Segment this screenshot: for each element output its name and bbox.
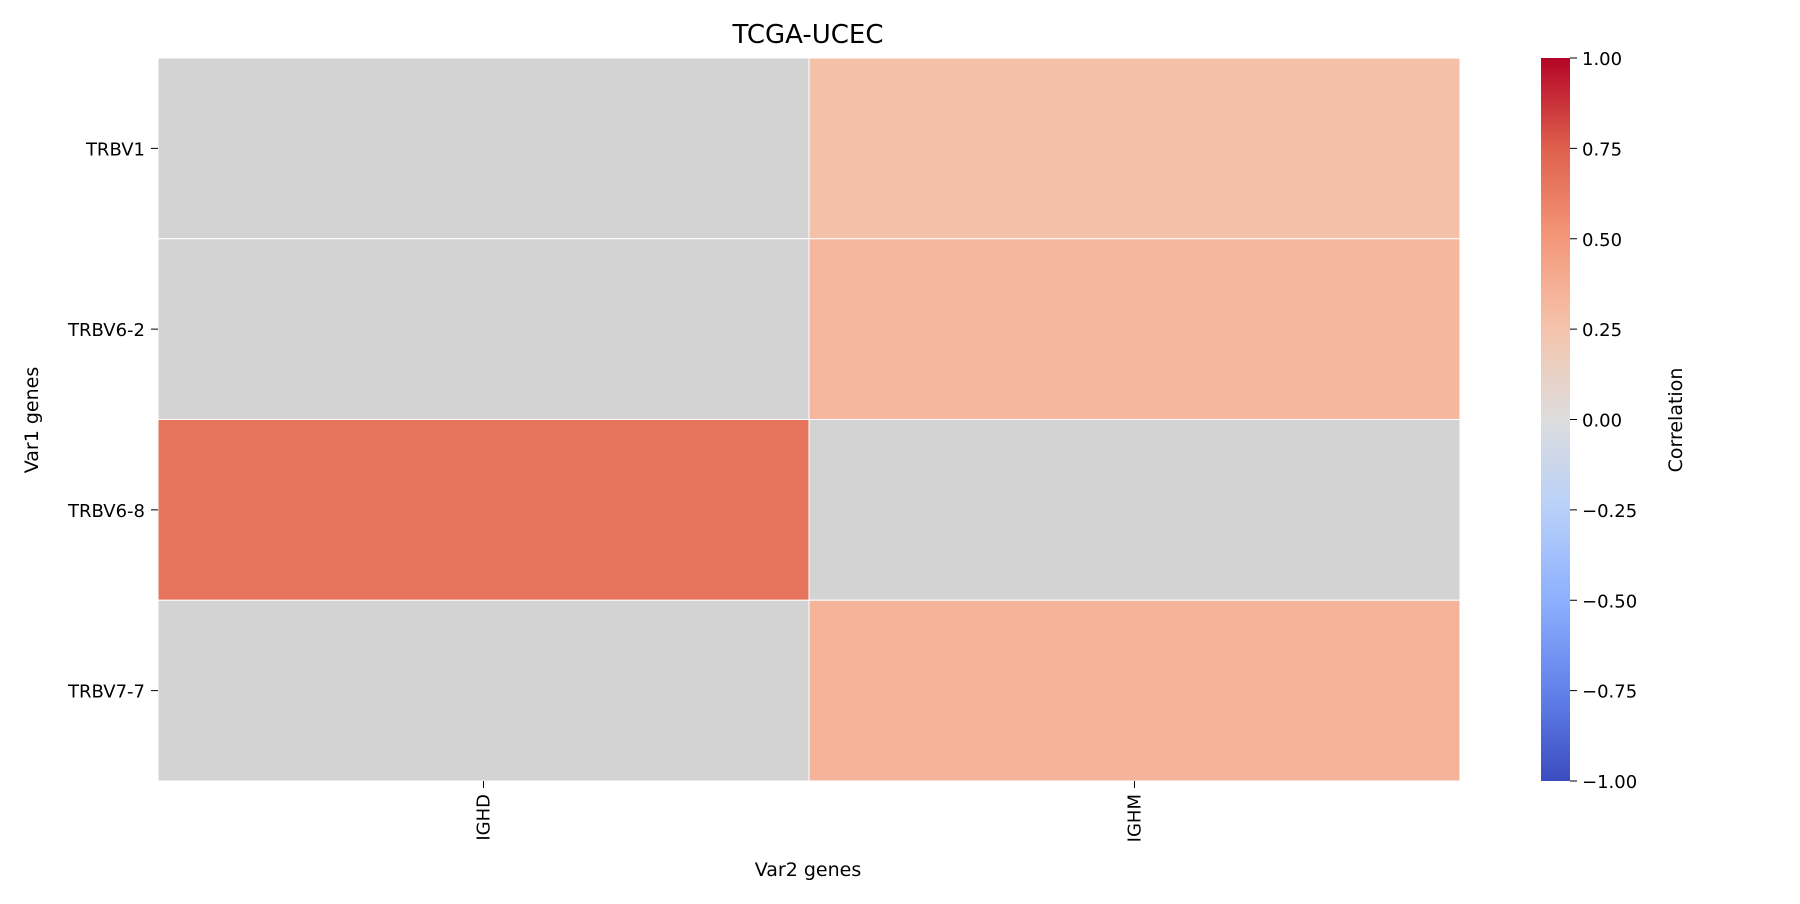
x-axis-label: Var2 genes: [755, 859, 862, 881]
y-tick-label: TRBV7-7: [67, 682, 145, 703]
x-axis: IGHD IGHM: [474, 781, 1146, 842]
heatmap-cell-TRBV1-IGHM: [808, 57, 1461, 240]
heatmap-cell-TRBV1-IGHD: [157, 57, 810, 240]
colorbar-label: Correlation: [1665, 368, 1687, 473]
y-tick-label: TRBV6-8: [67, 501, 145, 522]
y-tick-label: TRBV1: [85, 139, 145, 160]
heatmap-cell-TRBV6-8-IGHD: [157, 419, 810, 601]
colorbar-tick-label: 0.25: [1582, 320, 1622, 341]
heatmap-cell-TRBV7-7-IGHD: [157, 599, 810, 782]
chart-title: TCGA-UCEC: [731, 20, 883, 50]
colorbar-tick-label: −0.50: [1582, 591, 1637, 612]
colorbar: [1541, 58, 1570, 781]
heatmap-cell-TRBV7-7-IGHM: [808, 599, 1461, 782]
colorbar-tick-label: 0.50: [1582, 230, 1622, 251]
colorbar-tick-label: 0.75: [1582, 139, 1622, 160]
heatmap-cell-TRBV6-8-IGHM: [808, 419, 1461, 601]
heatmap-cell-TRBV6-2-IGHD: [157, 238, 810, 420]
colorbar-tick-label: −1.00: [1582, 772, 1637, 793]
x-tick-label: IGHD: [474, 794, 495, 841]
y-axis-label: Var1 genes: [21, 367, 43, 474]
colorbar-tick-label: 1.00: [1582, 49, 1622, 70]
colorbar-ticks: 1.00 0.75 0.50 0.25 0.00 −0.25 −0.50 −0.75 −1.00: [1570, 49, 1637, 793]
x-tick-label: IGHM: [1125, 794, 1146, 842]
heatmap-cell-TRBV6-2-IGHM: [808, 238, 1461, 420]
colorbar-tick-label: 0.00: [1582, 411, 1622, 432]
colorbar-tick-label: −0.75: [1582, 682, 1637, 703]
y-axis: TRBV1 TRBV6-2 TRBV6-8 TRBV7-7: [67, 139, 158, 703]
y-tick-label: TRBV6-2: [67, 320, 145, 341]
colorbar-tick-label: −0.25: [1582, 501, 1637, 522]
heatmap-cells: [157, 57, 1461, 782]
